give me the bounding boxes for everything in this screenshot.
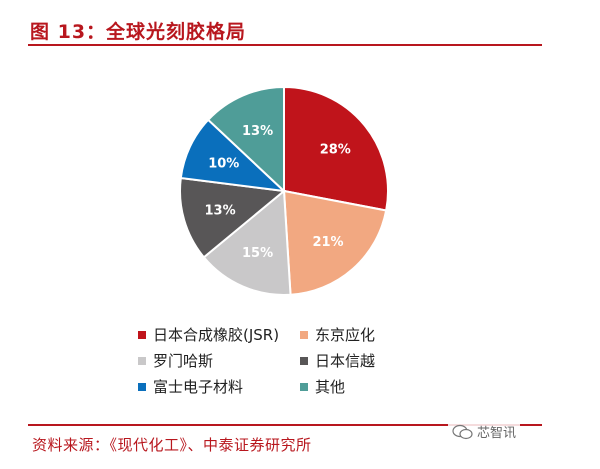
legend-label: 东京应化: [315, 326, 376, 344]
legend-item: 罗门哈斯: [138, 350, 213, 371]
legend-label: 日本合成橡胶(JSR): [153, 326, 280, 344]
slice-label: 15%: [242, 246, 273, 261]
legend-swatch: [138, 330, 146, 339]
source-divider: [28, 424, 542, 426]
legend-swatch: [138, 382, 146, 391]
legend-swatch: [300, 330, 308, 339]
legend-item: 日本信越: [300, 350, 375, 371]
pie-slice: [206, 85, 285, 194]
slice-label: 13%: [205, 204, 236, 219]
slice-label: 28%: [320, 143, 351, 158]
pie-slice: [283, 85, 389, 212]
legend-swatch: [300, 356, 308, 365]
legend-item: 富士电子材料: [138, 376, 243, 397]
legend-label: 罗门哈斯: [153, 352, 214, 370]
slice-label: 13%: [242, 124, 273, 139]
title-bar: 图 13：全球光刻胶格局: [28, 14, 542, 46]
source-note: 资料来源：《现代化工》、中泰证券研究所: [32, 436, 312, 454]
chart-title: 图 13：全球光刻胶格局: [30, 21, 247, 43]
legend-label: 日本信越: [315, 352, 376, 370]
pie-slice: [282, 189, 388, 296]
legend-swatch: [138, 356, 146, 365]
legend-item: 东京应化: [300, 324, 375, 345]
watermark: 芯智讯: [448, 422, 521, 441]
pie-slice: [202, 188, 292, 296]
wechat-icon: [452, 424, 474, 440]
legend-item: 日本合成橡胶(JSR): [138, 324, 279, 345]
slice-label: 21%: [312, 235, 343, 250]
watermark-text: 芯智讯: [477, 426, 517, 441]
legend-label: 富士电子材料: [153, 378, 244, 396]
pie-slice: [179, 176, 287, 259]
legend-label: 其他: [315, 378, 346, 396]
slice-label: 10%: [208, 157, 239, 172]
legend-item: 其他: [300, 376, 345, 397]
legend-swatch: [300, 382, 308, 391]
